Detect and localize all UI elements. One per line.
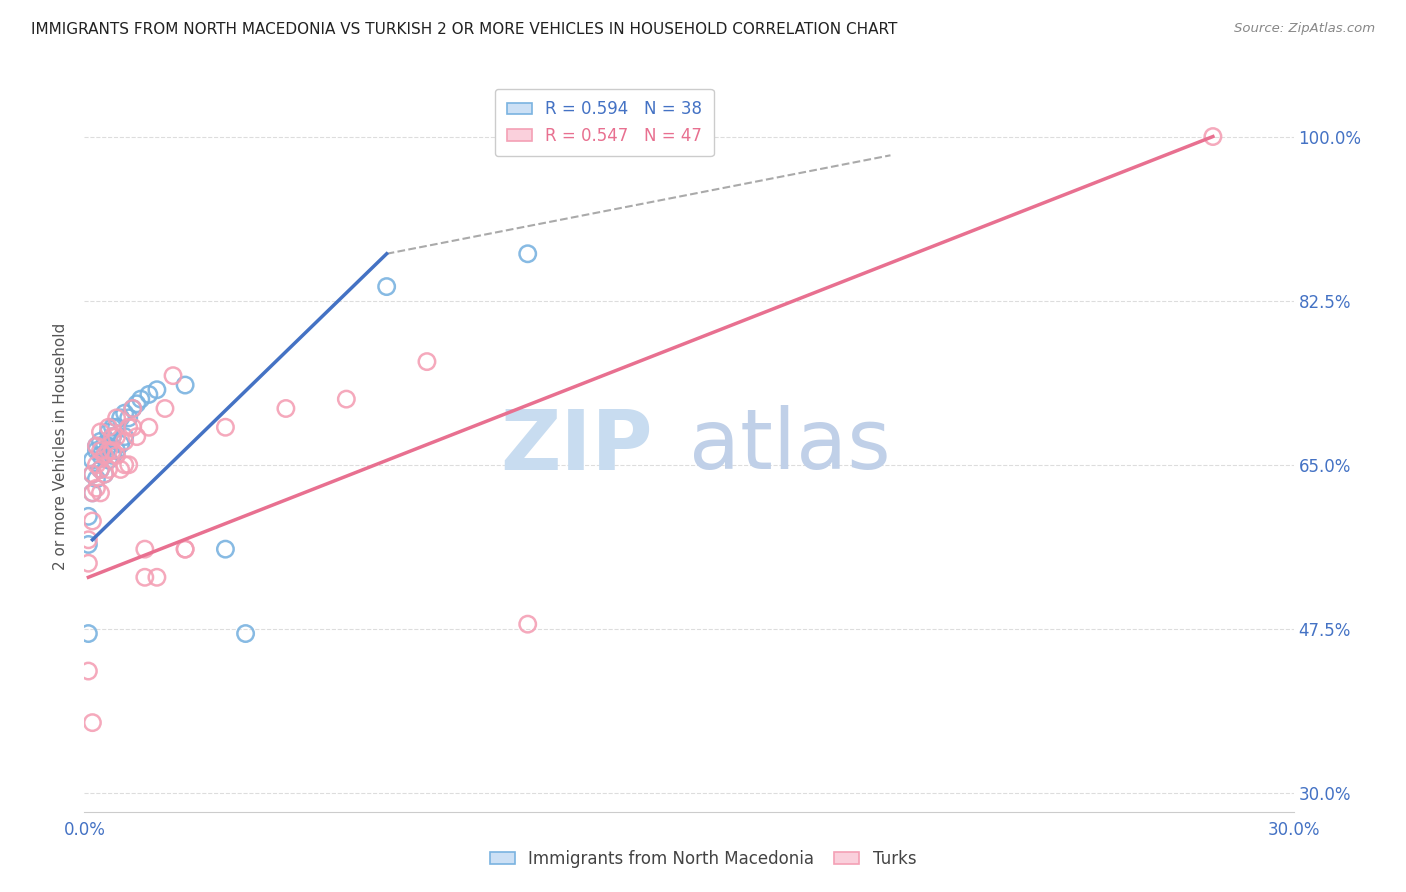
Y-axis label: 2 or more Vehicles in Household: 2 or more Vehicles in Household [53, 322, 69, 570]
Point [121, 401, 143, 416]
Point [214, 542, 236, 557]
Point [86, 443, 108, 458]
Point [89, 434, 111, 449]
Point [138, 420, 160, 434]
Point [235, 626, 257, 640]
Point [97, 439, 120, 453]
Point [77, 664, 100, 678]
Point [105, 410, 128, 425]
Point [101, 449, 124, 463]
Point [105, 420, 128, 434]
Point [118, 410, 141, 425]
Point [118, 458, 141, 472]
Point [153, 401, 176, 416]
Point [77, 556, 100, 570]
Text: Source: ZipAtlas.com: Source: ZipAtlas.com [1234, 22, 1375, 36]
Point [93, 467, 115, 482]
Point [121, 420, 143, 434]
Legend: Immigrants from North Macedonia, Turks: Immigrants from North Macedonia, Turks [484, 844, 922, 875]
Point [77, 509, 100, 524]
Point [93, 437, 115, 451]
Point [101, 429, 124, 443]
Point [146, 570, 169, 584]
Point [89, 462, 111, 476]
Point [174, 542, 197, 557]
Point [86, 458, 108, 472]
Point [89, 462, 111, 476]
Point [82, 514, 104, 528]
Point [125, 397, 148, 411]
Point [110, 410, 132, 425]
Point [174, 542, 197, 557]
Point [77, 533, 100, 547]
Point [118, 420, 141, 434]
Point [93, 449, 115, 463]
Text: ZIP: ZIP [501, 406, 652, 486]
Point [162, 368, 184, 383]
Point [82, 486, 104, 500]
Point [89, 443, 111, 458]
Point [97, 420, 120, 434]
Point [77, 626, 100, 640]
Point [138, 387, 160, 401]
Point [114, 429, 136, 443]
Point [214, 420, 236, 434]
Text: IMMIGRANTS FROM NORTH MACEDONIA VS TURKISH 2 OR MORE VEHICLES IN HOUSEHOLD CORRE: IMMIGRANTS FROM NORTH MACEDONIA VS TURKI… [31, 22, 897, 37]
Point [174, 378, 197, 392]
Point [82, 467, 104, 482]
Point [82, 715, 104, 730]
Legend: R = 0.594   N = 38, R = 0.547   N = 47: R = 0.594 N = 38, R = 0.547 N = 47 [495, 88, 714, 156]
Point [516, 246, 538, 260]
Point [97, 443, 120, 458]
Point [125, 429, 148, 443]
Point [89, 486, 111, 500]
Point [101, 443, 124, 458]
Point [516, 617, 538, 632]
Point [110, 462, 132, 476]
Point [1202, 129, 1225, 144]
Point [110, 437, 132, 451]
Point [146, 383, 169, 397]
Point [416, 354, 439, 368]
Point [93, 467, 115, 482]
Point [89, 425, 111, 439]
Point [134, 542, 156, 557]
Point [114, 458, 136, 472]
Point [77, 537, 100, 551]
Point [121, 401, 143, 416]
Point [274, 401, 297, 416]
Point [97, 462, 120, 476]
Point [375, 279, 398, 293]
Point [82, 467, 104, 482]
Point [97, 425, 120, 439]
Point [105, 449, 128, 463]
Point [97, 453, 120, 467]
Point [86, 439, 108, 453]
Point [114, 434, 136, 449]
Text: atlas: atlas [689, 406, 890, 486]
Point [101, 420, 124, 434]
Point [105, 429, 128, 443]
Point [82, 486, 104, 500]
Point [114, 406, 136, 420]
Point [129, 392, 152, 406]
Point [105, 443, 128, 458]
Point [86, 472, 108, 486]
Point [82, 453, 104, 467]
Point [86, 439, 108, 453]
Point [89, 449, 111, 463]
Point [93, 449, 115, 463]
Point [101, 429, 124, 443]
Point [335, 392, 357, 406]
Point [86, 481, 108, 495]
Point [134, 570, 156, 584]
